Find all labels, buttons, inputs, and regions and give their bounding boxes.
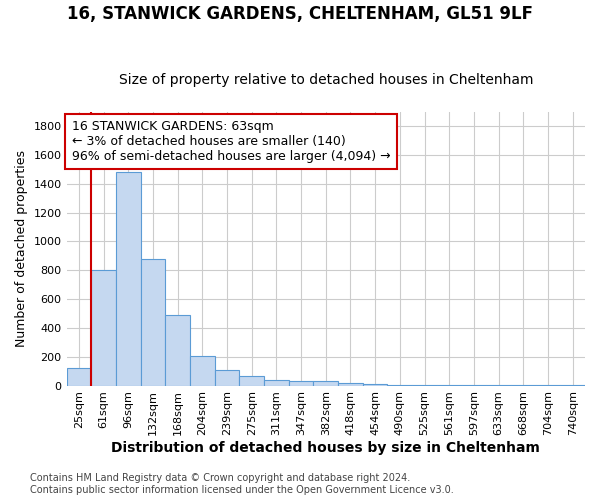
Bar — [412, 385, 437, 386]
Y-axis label: Number of detached properties: Number of detached properties — [15, 150, 28, 347]
Bar — [140, 259, 165, 386]
X-axis label: Distribution of detached houses by size in Cheltenham: Distribution of detached houses by size … — [112, 441, 540, 455]
Bar — [363, 384, 388, 386]
Bar — [190, 356, 215, 386]
Bar — [289, 380, 313, 386]
Bar — [116, 172, 140, 386]
Text: 16 STANWICK GARDENS: 63sqm
← 3% of detached houses are smaller (140)
96% of semi: 16 STANWICK GARDENS: 63sqm ← 3% of detac… — [72, 120, 391, 163]
Bar — [67, 368, 91, 386]
Title: Size of property relative to detached houses in Cheltenham: Size of property relative to detached ho… — [119, 73, 533, 87]
Bar — [239, 376, 264, 386]
Bar — [264, 380, 289, 386]
Bar — [313, 382, 338, 386]
Bar — [91, 270, 116, 386]
Bar — [165, 315, 190, 386]
Text: 16, STANWICK GARDENS, CHELTENHAM, GL51 9LF: 16, STANWICK GARDENS, CHELTENHAM, GL51 9… — [67, 5, 533, 23]
Text: Contains HM Land Registry data © Crown copyright and database right 2024.
Contai: Contains HM Land Registry data © Crown c… — [30, 474, 454, 495]
Bar — [338, 382, 363, 386]
Bar — [388, 385, 412, 386]
Bar — [215, 370, 239, 386]
